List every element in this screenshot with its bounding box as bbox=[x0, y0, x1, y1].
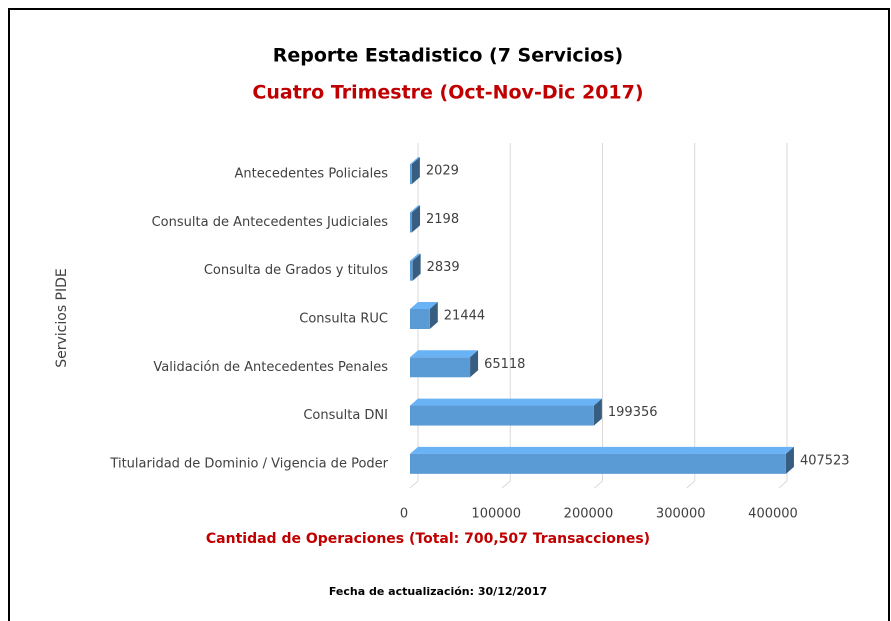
bar bbox=[410, 157, 420, 185]
y-tick-label: Antecedentes Policiales bbox=[234, 167, 388, 182]
bar-face bbox=[410, 309, 430, 329]
bar-face bbox=[410, 260, 413, 281]
y-tick-label: Consulta DNI bbox=[303, 408, 388, 423]
data-label: 407523 bbox=[800, 453, 850, 468]
bar-face bbox=[410, 253, 421, 261]
chart-title: Reporte Estadistico (7 Servicios) bbox=[273, 45, 623, 67]
grid-line bbox=[594, 480, 603, 489]
bar-face bbox=[410, 157, 420, 165]
bar-face bbox=[410, 398, 602, 406]
x-tick-label: 100000 bbox=[471, 507, 521, 522]
x-tick-label: 300000 bbox=[656, 507, 706, 522]
bar-face bbox=[410, 357, 471, 378]
y-tick-label: Consulta de Grados y titulos bbox=[204, 263, 388, 278]
bar bbox=[410, 350, 479, 378]
bar-face bbox=[410, 164, 412, 185]
y-tick-label: Titularidad de Dominio / Vigencia de Pod… bbox=[109, 456, 388, 471]
bar-face bbox=[593, 398, 602, 426]
bar-face bbox=[410, 405, 594, 426]
y-tick-label: Consulta de Antecedentes Judiciales bbox=[152, 215, 389, 230]
chart-subtitle: Cuatro Trimestre (Oct-Nov-Dic 2017) bbox=[252, 82, 643, 104]
bar-face bbox=[410, 302, 438, 309]
bar-face bbox=[412, 205, 421, 233]
data-label: 21444 bbox=[444, 309, 485, 324]
bar bbox=[410, 205, 421, 233]
data-label: 2839 bbox=[427, 260, 460, 275]
bar-face bbox=[410, 446, 794, 454]
bar-face bbox=[410, 212, 413, 233]
bar-face bbox=[410, 453, 786, 474]
bar bbox=[410, 253, 421, 281]
bar-face bbox=[411, 157, 420, 185]
frame bbox=[8, 8, 890, 621]
bar-face bbox=[412, 253, 421, 281]
bar bbox=[410, 398, 602, 426]
y-tick-label: Validación de Antecedentes Penales bbox=[153, 360, 388, 375]
bar bbox=[410, 446, 794, 474]
x-axis-title: Cantidad de Operaciones (Total: 700,507 … bbox=[206, 531, 650, 547]
bar bbox=[410, 302, 438, 329]
grid-line bbox=[409, 480, 419, 489]
data-label: 199356 bbox=[608, 405, 658, 420]
bar-face bbox=[785, 446, 794, 474]
grid-line bbox=[501, 480, 511, 489]
y-tick-label: Consulta RUC bbox=[299, 312, 388, 327]
x-tick-label: 400000 bbox=[748, 507, 798, 522]
footer: Fecha de actualización: 30/12/2017 bbox=[329, 585, 547, 598]
x-tick-label: 200000 bbox=[564, 507, 614, 522]
grid-line bbox=[686, 480, 696, 489]
bar-face bbox=[410, 205, 421, 213]
data-label: 2198 bbox=[426, 212, 459, 227]
bar-face bbox=[470, 350, 479, 378]
data-label: 2029 bbox=[426, 164, 459, 179]
x-tick-label: 0 bbox=[400, 507, 408, 522]
bar-face bbox=[410, 350, 479, 358]
grid-line bbox=[778, 480, 788, 489]
bar-face bbox=[429, 302, 438, 329]
data-label: 65118 bbox=[484, 357, 525, 372]
y-axis-title: Servicios PIDE bbox=[54, 268, 70, 368]
